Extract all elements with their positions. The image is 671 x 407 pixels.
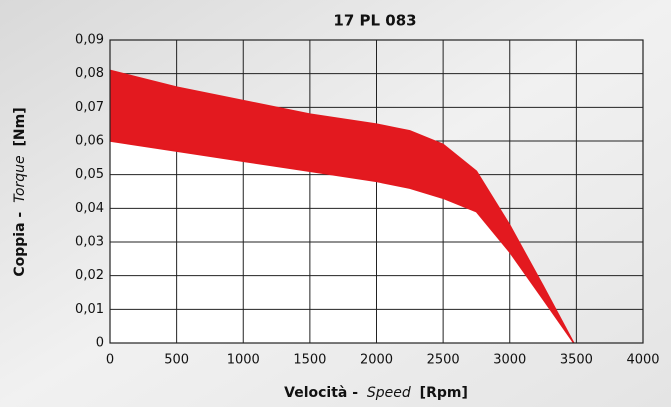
- y-tick-label: 0,01: [75, 302, 104, 317]
- x-label-part: Speed: [367, 385, 411, 401]
- y-tick-label: 0,07: [75, 100, 104, 115]
- y-tick-label: 0,04: [75, 201, 104, 216]
- y-tick-label: 0: [96, 336, 104, 351]
- band-edge: [109, 140, 575, 344]
- y-tick-label: 0,05: [75, 167, 104, 182]
- x-tick-label: 1000: [227, 353, 260, 368]
- labels: 0 500 1000 1500 2000 2500 3000 3500 4000 0 0,01 0,0…: [75, 33, 660, 368]
- y-label-part: Coppia -: [12, 212, 28, 277]
- chart-title: 17 PL 083: [333, 12, 416, 30]
- y-axis-label: Coppia - Torque [Nm]: [12, 107, 28, 276]
- x-tick-label: 3500: [560, 353, 593, 368]
- x-tick-label: 0: [106, 353, 114, 368]
- y-label-part: Torque: [12, 155, 28, 203]
- y-label-part: [Nm]: [12, 107, 28, 146]
- y-tick-label: 0,03: [75, 235, 104, 250]
- x-axis-label: Velocità - Speed [Rpm]: [284, 385, 468, 401]
- x-label-part: [Rpm]: [420, 385, 468, 401]
- band-edge: [109, 69, 575, 344]
- x-tick-label: 2000: [360, 353, 393, 368]
- y-tick-label: 0,08: [75, 66, 104, 81]
- marks: [109, 39, 644, 344]
- x-tick-label: 2500: [427, 353, 460, 368]
- x-label-part: Velocità -: [284, 385, 358, 401]
- x-tick-label: 4000: [626, 353, 659, 368]
- y-tick-label: 0,06: [75, 134, 104, 149]
- y-tick-label: 0,09: [75, 33, 104, 48]
- x-tick-label: 3000: [493, 353, 526, 368]
- band-fill: [110, 70, 574, 344]
- x-tick-label: 1500: [293, 353, 326, 368]
- y-tick-label: 0,02: [75, 268, 104, 283]
- x-tick-label: 500: [164, 353, 189, 368]
- plot-frame: [109, 39, 644, 344]
